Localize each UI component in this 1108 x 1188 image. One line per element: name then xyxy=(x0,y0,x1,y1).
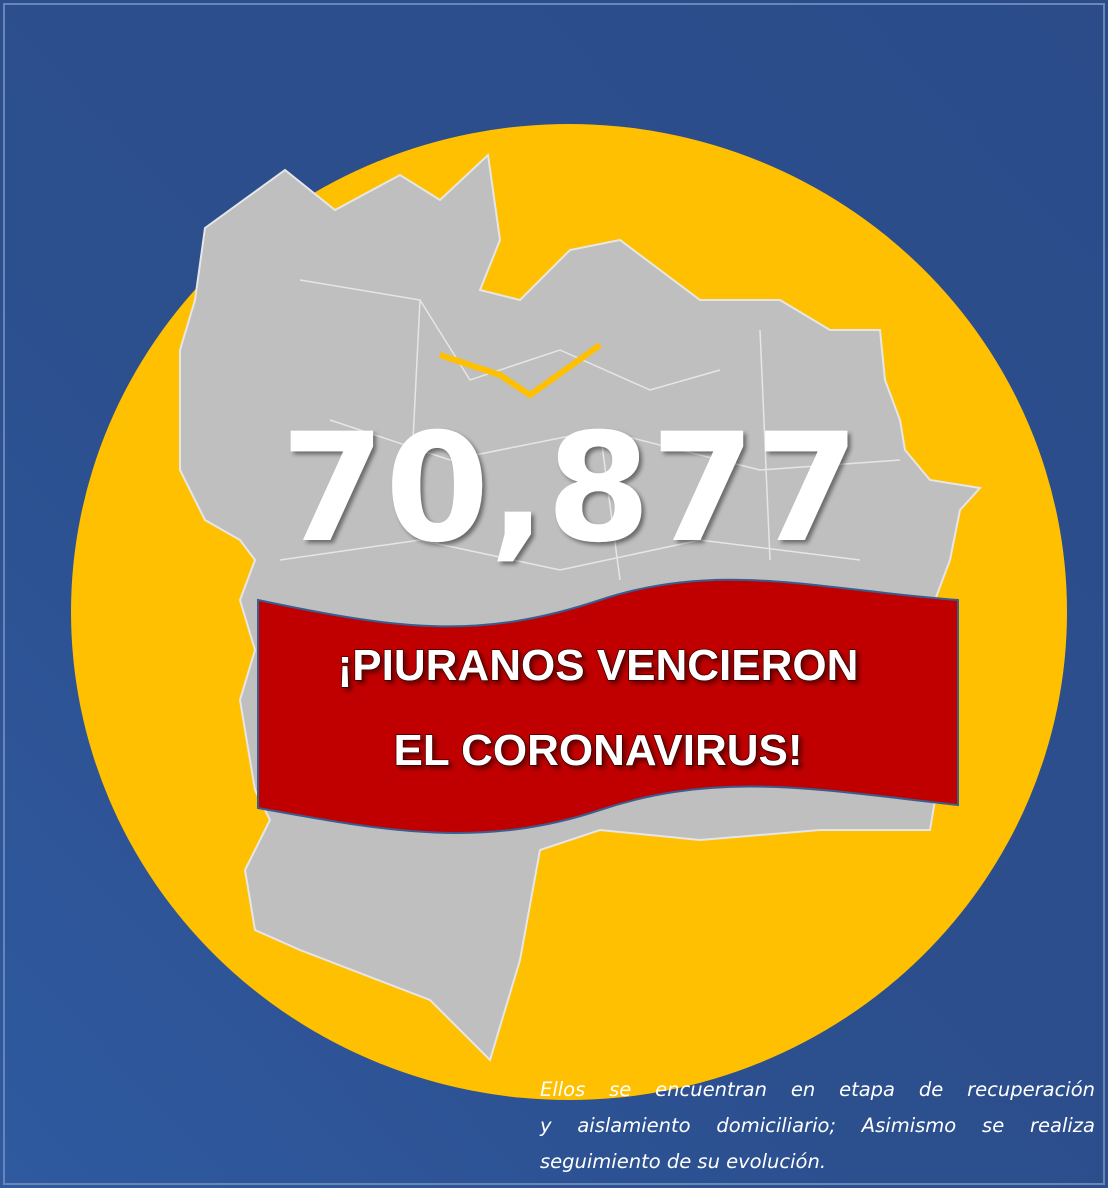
headline-number: 70,877 xyxy=(281,402,860,576)
banner-flag xyxy=(257,578,959,834)
note-line: y aislamiento domiciliario; Asimismo se … xyxy=(540,1114,1095,1137)
note-line: seguimiento de su evolución. xyxy=(540,1150,827,1173)
frame xyxy=(3,3,1105,1185)
note-line: Ellos se encuentran en etapa de recupera… xyxy=(540,1078,1095,1101)
banner-line: EL CORONAVIRUS! xyxy=(393,726,802,775)
river xyxy=(439,342,602,399)
district-borders xyxy=(279,279,901,581)
banner-line: ¡PIURANOS VENCIERON xyxy=(338,641,859,690)
